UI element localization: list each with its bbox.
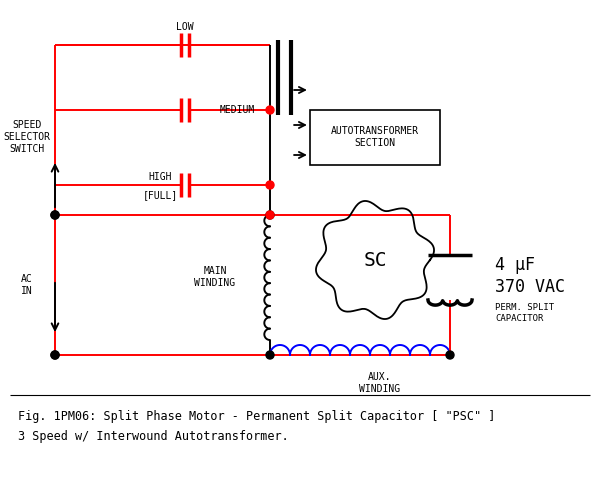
Text: [FULL]: [FULL]: [142, 190, 178, 200]
Circle shape: [266, 351, 274, 359]
Circle shape: [51, 211, 59, 219]
Text: Fig. 1PM06: Split Phase Motor - Permanent Split Capacitor [ "PSC" ]: Fig. 1PM06: Split Phase Motor - Permanen…: [18, 410, 495, 423]
Circle shape: [266, 181, 274, 189]
Text: HIGH: HIGH: [148, 172, 172, 182]
Circle shape: [446, 351, 454, 359]
Text: PERM. SPLIT
CAPACITOR: PERM. SPLIT CAPACITOR: [495, 303, 554, 323]
Text: 370 VAC: 370 VAC: [495, 278, 565, 296]
Text: MAIN
WINDING: MAIN WINDING: [195, 266, 236, 288]
Circle shape: [266, 211, 274, 219]
Text: 4 μF: 4 μF: [495, 256, 535, 274]
Text: LOW: LOW: [176, 22, 194, 32]
Text: SPEED
SELECTOR
SWITCH: SPEED SELECTOR SWITCH: [4, 121, 50, 153]
Circle shape: [51, 211, 59, 219]
Text: 3 Speed w/ Interwound Autotransformer.: 3 Speed w/ Interwound Autotransformer.: [18, 430, 288, 443]
Circle shape: [51, 351, 59, 359]
Text: SC: SC: [363, 251, 387, 270]
Text: AC
IN: AC IN: [21, 274, 33, 296]
Text: AUTOTRANSFORMER
SECTION: AUTOTRANSFORMER SECTION: [331, 126, 419, 148]
Text: AUX.
WINDING: AUX. WINDING: [359, 372, 400, 394]
Circle shape: [266, 106, 274, 114]
Circle shape: [51, 351, 59, 359]
Text: MEDIUM: MEDIUM: [220, 105, 255, 115]
Circle shape: [266, 211, 274, 219]
FancyBboxPatch shape: [310, 110, 440, 165]
